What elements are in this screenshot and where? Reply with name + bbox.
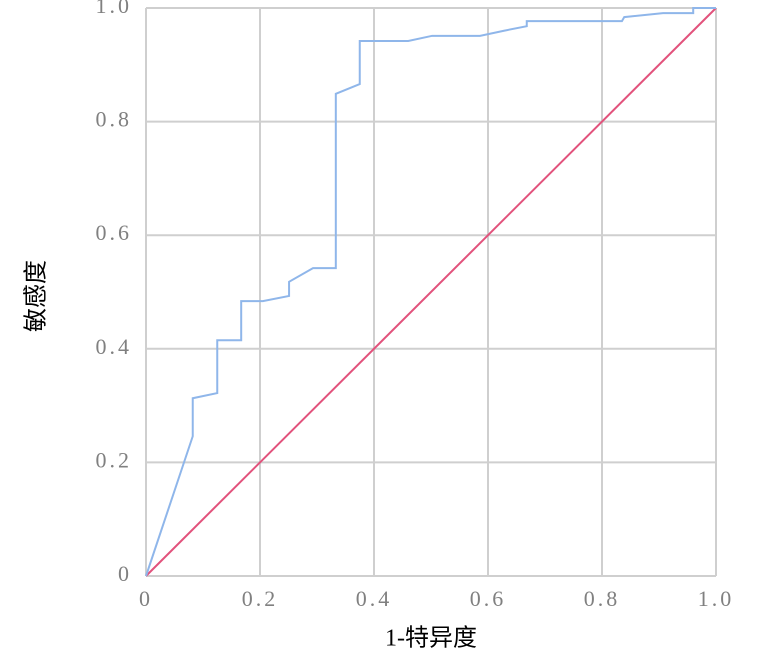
y-tick-label: 1.0 (96, 0, 133, 18)
x-tick-label: 0.2 (242, 586, 279, 611)
y-tick-label: 0.6 (96, 220, 133, 245)
y-tick-label: 0.8 (96, 107, 133, 132)
y-axis-title: 敏感度 (23, 260, 50, 332)
y-tick-label: 0.4 (96, 334, 133, 359)
x-tick-label: 0.8 (584, 586, 621, 611)
x-axis-title: 1-特异度 (385, 625, 477, 652)
x-tick-label: 1.0 (698, 586, 735, 611)
x-tick-label: 0 (139, 586, 153, 611)
roc-line (145, 7, 717, 577)
y-tick-label: 0.2 (96, 447, 133, 472)
roc-line (145, 7, 716, 577)
y-tick-label: 0 (118, 561, 132, 586)
x-tick-label: 0.4 (356, 586, 393, 611)
x-tick-label: 0.6 (470, 586, 507, 611)
